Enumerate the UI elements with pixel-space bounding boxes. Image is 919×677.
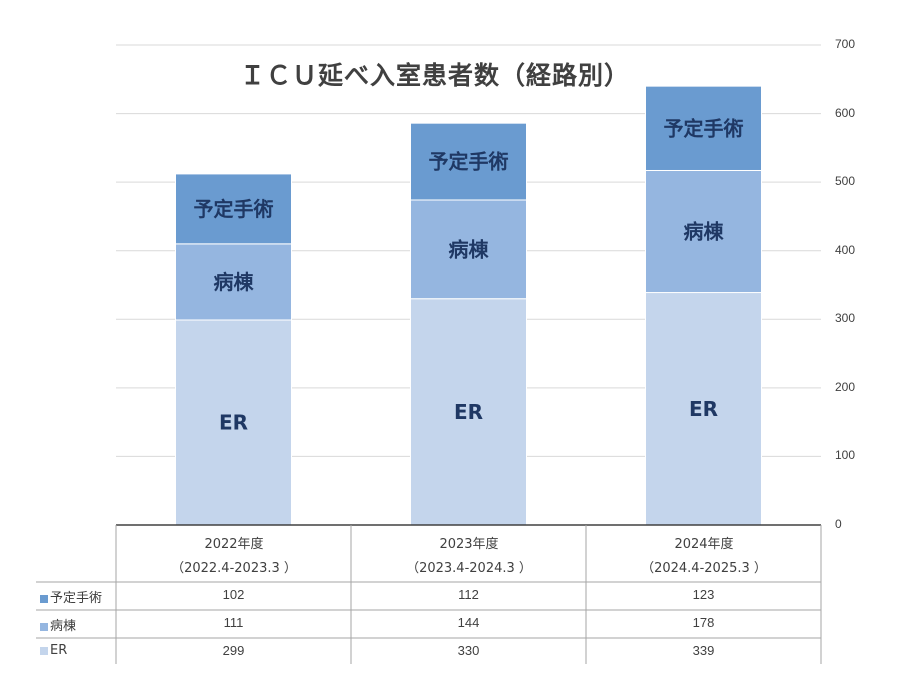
bar-segment <box>645 292 762 526</box>
bar-segment <box>175 173 292 245</box>
bar-segment <box>645 85 762 171</box>
legend-swatch <box>40 594 48 603</box>
y-tick-label: 200 <box>835 379 856 394</box>
legend-swatch <box>40 646 48 655</box>
y-tick-label: 500 <box>835 174 856 189</box>
bar-segment <box>410 298 527 526</box>
table-value: 112 <box>458 587 479 602</box>
category-label: 2024年度 <box>674 537 734 552</box>
y-tick-label: 300 <box>835 311 856 326</box>
category-period-label: （2022.4-2023.3 ） <box>171 561 297 576</box>
table-value: 178 <box>692 615 715 630</box>
table-value: 111 <box>223 615 244 630</box>
bar-segment <box>645 169 762 294</box>
table-value: 339 <box>692 643 715 658</box>
category-period-label: （2024.4-2025.3 ） <box>641 561 767 576</box>
y-tick-label: 400 <box>835 242 856 257</box>
legend-label: ER <box>50 643 68 658</box>
legend-item: ER <box>40 643 67 658</box>
y-tick-label: 0 <box>835 517 842 531</box>
legend-label: 予定手術 <box>50 591 103 606</box>
table-value: 330 <box>457 643 480 658</box>
table-value: 299 <box>222 643 245 658</box>
bar-segment-label: 病棟 <box>684 220 725 244</box>
bar-segment-label: 病棟 <box>214 270 255 294</box>
bar-segment <box>410 199 527 300</box>
chart-title: ＩＣＵ延べ入室患者数（経路別） <box>239 61 630 90</box>
category-label: 2022年度 <box>204 537 264 552</box>
bar-segment-label: 予定手術 <box>664 116 744 140</box>
bar-segment <box>175 243 292 321</box>
table-value: 102 <box>222 587 245 602</box>
bar-segment-label: ER <box>454 400 483 424</box>
bar-segment <box>410 122 527 201</box>
table-value: 123 <box>692 587 715 602</box>
bar-segment-label: 病棟 <box>449 237 490 261</box>
bar-segment-label: 予定手術 <box>194 197 274 221</box>
bar-segment-label: ER <box>219 410 248 434</box>
bar-segment-label: ER <box>689 397 718 421</box>
category-period-label: （2023.4-2024.3 ） <box>406 561 532 576</box>
legend-swatch <box>40 622 48 631</box>
legend-item: 予定手術 <box>40 587 102 606</box>
legend-label: 病棟 <box>50 619 77 634</box>
y-tick-label: 100 <box>835 448 856 463</box>
bar-segment-label: 予定手術 <box>429 150 509 174</box>
y-tick-label: 700 <box>835 37 856 51</box>
legend-item: 病棟 <box>40 615 76 634</box>
y-tick-label: 600 <box>835 105 856 120</box>
category-label: 2023年度 <box>439 537 499 552</box>
table-value: 144 <box>457 615 480 630</box>
